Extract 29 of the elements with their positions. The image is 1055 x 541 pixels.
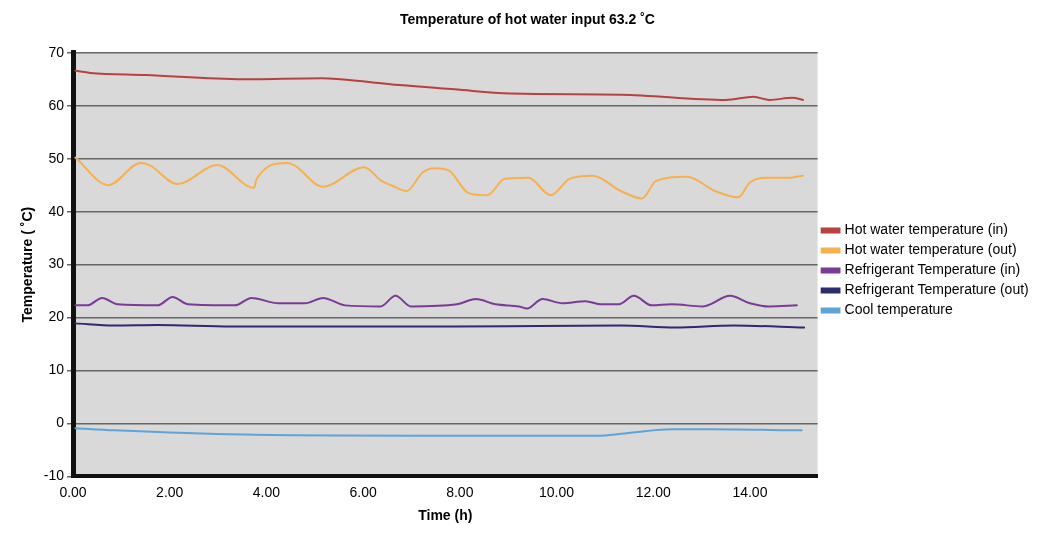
x-tick-label: 12.00	[635, 483, 671, 500]
legend-label: Hot water temperature (out)	[844, 241, 1017, 258]
line-series	[74, 427, 803, 437]
x-tick-label: 2.00	[156, 483, 184, 500]
y-axis-title: Temperature ( ˚C)	[19, 206, 36, 323]
y-tick-label: -10	[43, 467, 65, 484]
x-tick-label: 4.00	[252, 483, 281, 500]
x-tick-label: 14.00	[732, 483, 768, 500]
legend-label: Refrigerant Temperature (in)	[844, 261, 1021, 278]
y-tick-label: 10	[48, 361, 65, 378]
y-tick-label: 60	[48, 96, 65, 113]
y-tick-label: 0	[56, 414, 65, 431]
x-tick-label: 6.00	[349, 483, 377, 500]
y-tick-label: 70	[48, 43, 65, 60]
x-tick-label: 0.00	[59, 483, 87, 500]
legend-label: Cool temperature	[844, 301, 953, 318]
legend-label: Refrigerant Temperature (out)	[844, 281, 1029, 298]
x-tick-label: 10.00	[538, 483, 575, 500]
x-tick-label: 8.00	[446, 483, 474, 500]
y-tick-label: 40	[48, 202, 65, 219]
line-series	[74, 156, 805, 200]
legend-label: Hot water temperature (in)	[844, 221, 1008, 238]
line-series	[74, 294, 798, 310]
x-axis-title: Time (h)	[418, 507, 473, 524]
y-tick-label: 30	[48, 255, 65, 272]
chart-title: Temperature of hot water input 63.2 ˚C	[400, 11, 655, 28]
line-series	[74, 69, 805, 101]
y-tick-label: 20	[48, 308, 65, 325]
y-tick-label: 50	[48, 149, 65, 166]
